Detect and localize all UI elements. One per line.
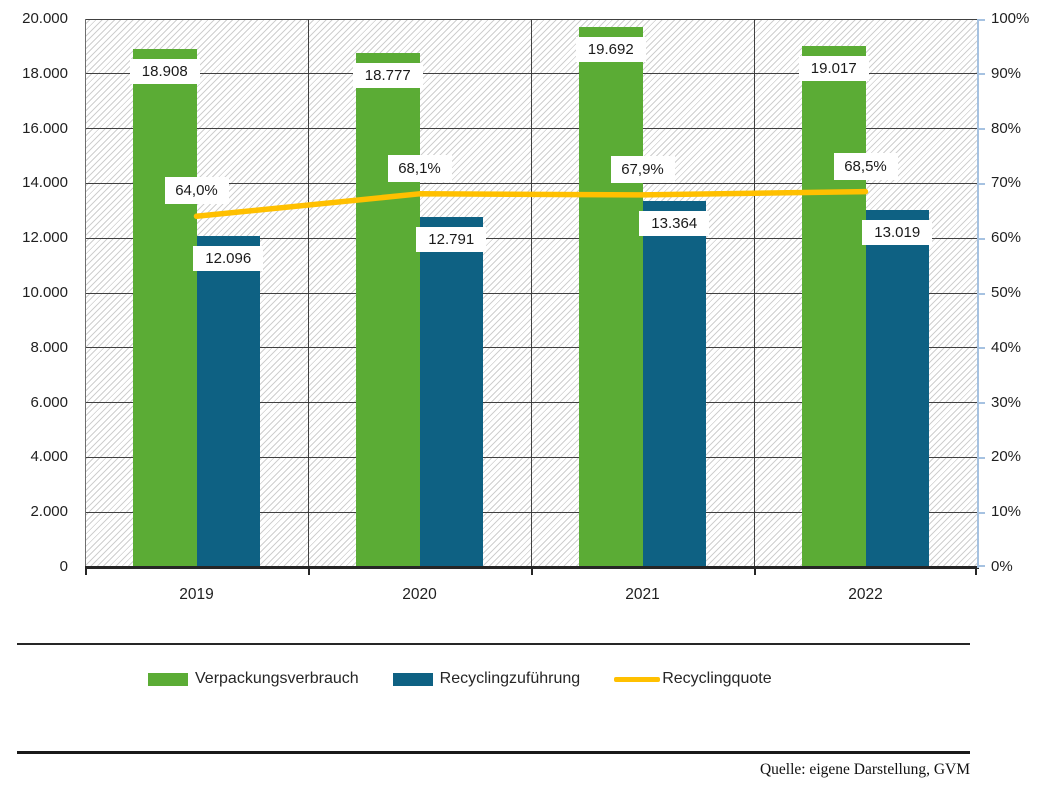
legend-label-recyclingquote: Recyclingquote bbox=[662, 670, 772, 687]
value-label-recyclingzufuehrung-2019: 12.096 bbox=[193, 245, 264, 271]
gridline-vertical bbox=[753, 19, 755, 567]
left-axis-tick-label: 14.000 bbox=[22, 174, 68, 192]
value-label-verpackungsverbrauch-2020: 18.777 bbox=[352, 62, 423, 88]
x-axis-label-2019: 2019 bbox=[179, 586, 214, 603]
percent-label-recyclingquote-2020: 68,1% bbox=[387, 154, 452, 182]
bar-verpackungsverbrauch-2020 bbox=[356, 52, 420, 567]
percent-label-recyclingquote-2022: 68,5% bbox=[833, 152, 898, 180]
right-axis-tick bbox=[979, 73, 985, 76]
left-axis-tick-label: 4.000 bbox=[30, 448, 68, 466]
x-axis-line bbox=[85, 566, 979, 569]
legend-item-recyclingzufuehrung: Recyclingzuführung bbox=[392, 670, 581, 688]
x-axis-tick bbox=[753, 568, 756, 575]
legend-label-recyclingzufuehrung: Recyclingzuführung bbox=[439, 670, 581, 687]
right-axis-tick bbox=[979, 182, 985, 185]
bar-recyclingzufuehrung-2021 bbox=[642, 200, 706, 567]
x-axis-tick bbox=[307, 568, 310, 575]
bar-verpackungsverbrauch-2022 bbox=[802, 45, 866, 567]
right-axis-tick-label: 70% bbox=[991, 174, 1022, 192]
recyclingquote-line bbox=[193, 188, 869, 220]
gridline-vertical bbox=[307, 19, 309, 567]
footer-separator-line bbox=[17, 751, 970, 754]
value-label-recyclingzufuehrung-2020: 12.791 bbox=[416, 226, 487, 252]
legend-label-verpackungsverbrauch: Verpackungsverbrauch bbox=[195, 670, 359, 687]
legend-swatch-verpackungsverbrauch bbox=[148, 672, 188, 686]
right-axis-tick bbox=[979, 564, 985, 567]
right-axis-tick bbox=[979, 237, 985, 240]
left-axis-tick-label: 12.000 bbox=[22, 229, 68, 247]
right-axis-tick bbox=[979, 511, 985, 514]
right-axis-tick-label: 80% bbox=[991, 119, 1022, 137]
plot-left-border bbox=[85, 19, 86, 567]
left-axis-tick-label: 16.000 bbox=[22, 119, 68, 137]
right-axis-tick-label: 100% bbox=[991, 10, 1030, 27]
bar-recyclingzufuehrung-2020 bbox=[419, 216, 483, 567]
bar-recyclingzufuehrung-2019 bbox=[196, 235, 260, 567]
right-axis-tick bbox=[979, 128, 985, 131]
legend-item-recyclingquote: Recyclingquote bbox=[614, 670, 772, 688]
x-axis-tick bbox=[530, 568, 533, 575]
right-axis-tick-label: 10% bbox=[991, 503, 1022, 521]
right-axis-tick-label: 0% bbox=[991, 558, 1013, 575]
legend: Verpackungsverbrauch Recyclingzuführung … bbox=[148, 667, 772, 691]
x-axis-label-2022: 2022 bbox=[848, 586, 883, 603]
recyclingquote-polyline bbox=[193, 188, 869, 220]
value-label-recyclingzufuehrung-2021: 13.364 bbox=[639, 210, 710, 236]
right-axis-tick bbox=[979, 347, 985, 350]
left-axis-tick-label: 0 bbox=[59, 558, 68, 575]
x-axis-label-2021: 2021 bbox=[625, 586, 660, 603]
x-axis-tick bbox=[974, 568, 977, 575]
value-label-verpackungsverbrauch-2019: 18.908 bbox=[129, 58, 200, 84]
plot-area: 18.908 18.777 19.692 19.017 12.096 12.791 13.3… bbox=[85, 19, 977, 567]
right-axis-line bbox=[977, 19, 979, 568]
x-axis-tick bbox=[84, 568, 87, 575]
right-axis-tick-label: 90% bbox=[991, 64, 1022, 82]
left-axis-tick-label: 20.000 bbox=[22, 10, 68, 27]
right-axis-tick-label: 20% bbox=[991, 448, 1022, 466]
right-axis-tick-label: 60% bbox=[991, 229, 1022, 247]
legend-item-verpackungsverbrauch: Verpackungsverbrauch bbox=[148, 670, 359, 688]
left-axis-tick-label: 18.000 bbox=[22, 64, 68, 82]
right-axis-tick bbox=[979, 402, 985, 405]
left-axis-tick-label: 6.000 bbox=[30, 393, 68, 411]
bar-recyclingzufuehrung-2022 bbox=[865, 210, 929, 567]
source-note: Quelle: eigene Darstellung, GVM bbox=[759, 761, 970, 778]
legend-separator-line bbox=[17, 643, 970, 645]
right-axis-tick-label: 40% bbox=[991, 338, 1022, 356]
right-axis-tick bbox=[979, 292, 985, 295]
percent-label-recyclingquote-2019: 64,0% bbox=[164, 177, 229, 205]
legend-swatch-recyclingzufuehrung bbox=[392, 672, 433, 686]
left-axis-tick-label: 8.000 bbox=[30, 338, 68, 356]
x-axis-label-2020: 2020 bbox=[402, 586, 437, 603]
bar-verpackungsverbrauch-2021 bbox=[579, 27, 643, 567]
right-axis-tick bbox=[979, 18, 985, 21]
value-label-verpackungsverbrauch-2021: 19.692 bbox=[575, 37, 646, 63]
right-axis-tick-label: 30% bbox=[991, 393, 1022, 411]
percent-label-recyclingquote-2021: 67,9% bbox=[610, 155, 675, 183]
value-label-recyclingzufuehrung-2022: 13.019 bbox=[862, 220, 933, 246]
value-label-verpackungsverbrauch-2022: 19.017 bbox=[798, 55, 869, 81]
right-axis-tick bbox=[979, 456, 985, 459]
legend-swatch-recyclingquote bbox=[614, 676, 661, 682]
bar-verpackungsverbrauch-2019 bbox=[133, 48, 197, 567]
right-axis-tick-label: 50% bbox=[991, 284, 1022, 301]
left-axis-tick-label: 2.000 bbox=[30, 503, 68, 521]
gridline-vertical bbox=[530, 19, 532, 567]
left-axis-tick-label: 10.000 bbox=[22, 284, 68, 301]
